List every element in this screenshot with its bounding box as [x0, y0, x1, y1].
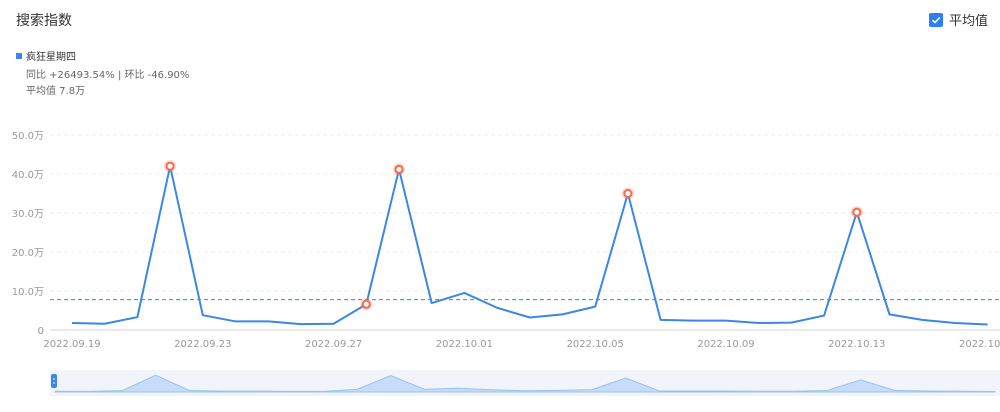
- navigator-handle[interactable]: [51, 374, 57, 388]
- y-tick-label: 0: [38, 326, 44, 337]
- x-tick-label: 2022.09.19: [43, 339, 100, 350]
- data-point[interactable]: [985, 322, 991, 328]
- y-tick-label: 50.0万: [12, 131, 44, 142]
- line-chart[interactable]: 0 10.0万 20.0万 30.0万 40.0万 50.0万 2022.09.19 2022…: [0, 120, 1000, 358]
- data-point[interactable]: [952, 320, 958, 326]
- checkbox-checked-icon[interactable]: [929, 13, 943, 27]
- x-tick-label: 2022.10.05: [567, 339, 624, 350]
- peak-marker[interactable]: [624, 190, 631, 197]
- average-stat: 平均值 7.8万: [26, 84, 189, 100]
- data-point[interactable]: [200, 312, 206, 318]
- data-point[interactable]: [494, 305, 500, 311]
- x-tick-label: 2022.10.13: [828, 339, 885, 350]
- y-tick-label: 10.0万: [12, 287, 44, 298]
- peak-marker[interactable]: [396, 166, 403, 173]
- data-point[interactable]: [298, 321, 304, 327]
- peak-marker[interactable]: [167, 163, 174, 170]
- x-tick-label: 2022.10.09: [697, 339, 754, 350]
- series-line: [72, 166, 988, 324]
- data-point[interactable]: [461, 290, 467, 296]
- data-point[interactable]: [756, 320, 762, 326]
- peak-marker[interactable]: [853, 209, 860, 216]
- peak-marker[interactable]: [363, 301, 370, 308]
- data-point[interactable]: [265, 318, 271, 324]
- data-point[interactable]: [331, 321, 337, 327]
- data-point[interactable]: [592, 304, 598, 310]
- data-point[interactable]: [233, 318, 239, 324]
- x-tick-label: 2022.09.27: [305, 339, 362, 350]
- data-point[interactable]: [919, 317, 925, 323]
- comparison-stat: 同比 +26493.54% | 环比 -46.90%: [26, 68, 189, 84]
- x-tick-label: 2022.09.23: [174, 339, 231, 350]
- legend-series-label: 疯狂星期四: [26, 48, 76, 63]
- data-point[interactable]: [134, 314, 140, 320]
- data-point[interactable]: [658, 317, 664, 323]
- x-tick-label: 2022.10.01: [436, 339, 493, 350]
- data-point[interactable]: [788, 320, 794, 326]
- data-point[interactable]: [69, 320, 75, 326]
- data-point[interactable]: [690, 318, 696, 324]
- y-tick-label: 20.0万: [12, 248, 44, 259]
- stats-panel: 同比 +26493.54% | 环比 -46.90% 平均值 7.8万: [26, 68, 189, 100]
- data-point[interactable]: [723, 318, 729, 324]
- x-tick-label: 2022.10.17: [959, 339, 1000, 350]
- y-tick-label: 30.0万: [12, 209, 44, 220]
- series-legend[interactable]: 疯狂星期四: [16, 48, 76, 63]
- data-point[interactable]: [102, 321, 108, 327]
- legend-square-icon: [16, 53, 22, 59]
- data-point[interactable]: [527, 315, 533, 321]
- page-title: 搜索指数: [16, 10, 72, 30]
- average-toggle-label: 平均值: [949, 10, 988, 29]
- data-point[interactable]: [429, 300, 435, 306]
- data-point[interactable]: [887, 311, 893, 317]
- average-toggle[interactable]: 平均值: [929, 10, 988, 29]
- data-point[interactable]: [560, 311, 566, 317]
- range-navigator[interactable]: [50, 370, 1000, 396]
- data-point[interactable]: [821, 313, 827, 319]
- y-tick-label: 40.0万: [12, 170, 44, 181]
